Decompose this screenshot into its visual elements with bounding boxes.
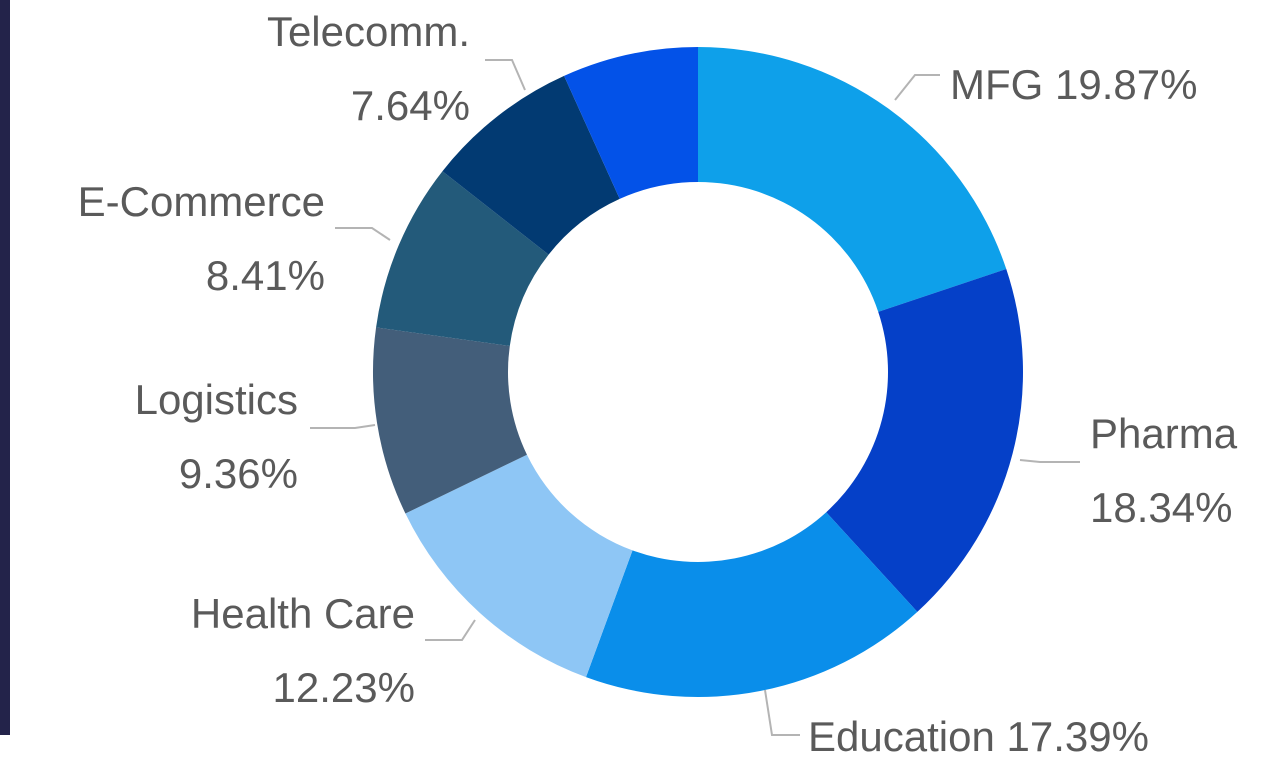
value-label: 19.87% — [1055, 61, 1197, 108]
category-label: Education — [808, 713, 995, 760]
slice — [826, 269, 1024, 612]
side-strip — [0, 0, 10, 735]
slice — [585, 512, 918, 697]
slice — [698, 47, 1007, 312]
slice — [376, 171, 549, 346]
slice — [405, 454, 633, 678]
slices — [372, 47, 1024, 697]
value-label: 17.39% — [1006, 713, 1148, 760]
category-label: Telecomm. — [267, 8, 470, 55]
leader-line — [310, 424, 376, 429]
data-label: Education 17.39% — [808, 713, 1149, 760]
value-label: 9.36% — [179, 450, 298, 497]
labels: MFG 19.87% Pharma 18.34% Education 17.39% He… — [78, 8, 1238, 760]
category-label: E-Commerce — [78, 178, 325, 225]
value-label: 12.23% — [273, 664, 415, 711]
category-label: MFG — [950, 61, 1043, 108]
category-label: Health Care — [191, 590, 415, 637]
slice — [372, 327, 527, 514]
slice — [564, 47, 698, 199]
slice — [442, 75, 620, 255]
leader-line — [764, 689, 800, 736]
leader-line — [485, 59, 526, 91]
category-label: Logistics — [135, 376, 298, 423]
value-label: 18.34% — [1090, 484, 1232, 531]
leader-line — [1019, 459, 1080, 463]
leader-line — [425, 619, 476, 641]
value-label: 8.41% — [206, 252, 325, 299]
value-label: 7.64% — [351, 82, 470, 129]
data-label: MFG 19.87% — [950, 61, 1197, 108]
leader-line — [335, 227, 391, 241]
leader-line — [894, 74, 940, 101]
category-label: Pharma — [1090, 410, 1238, 457]
